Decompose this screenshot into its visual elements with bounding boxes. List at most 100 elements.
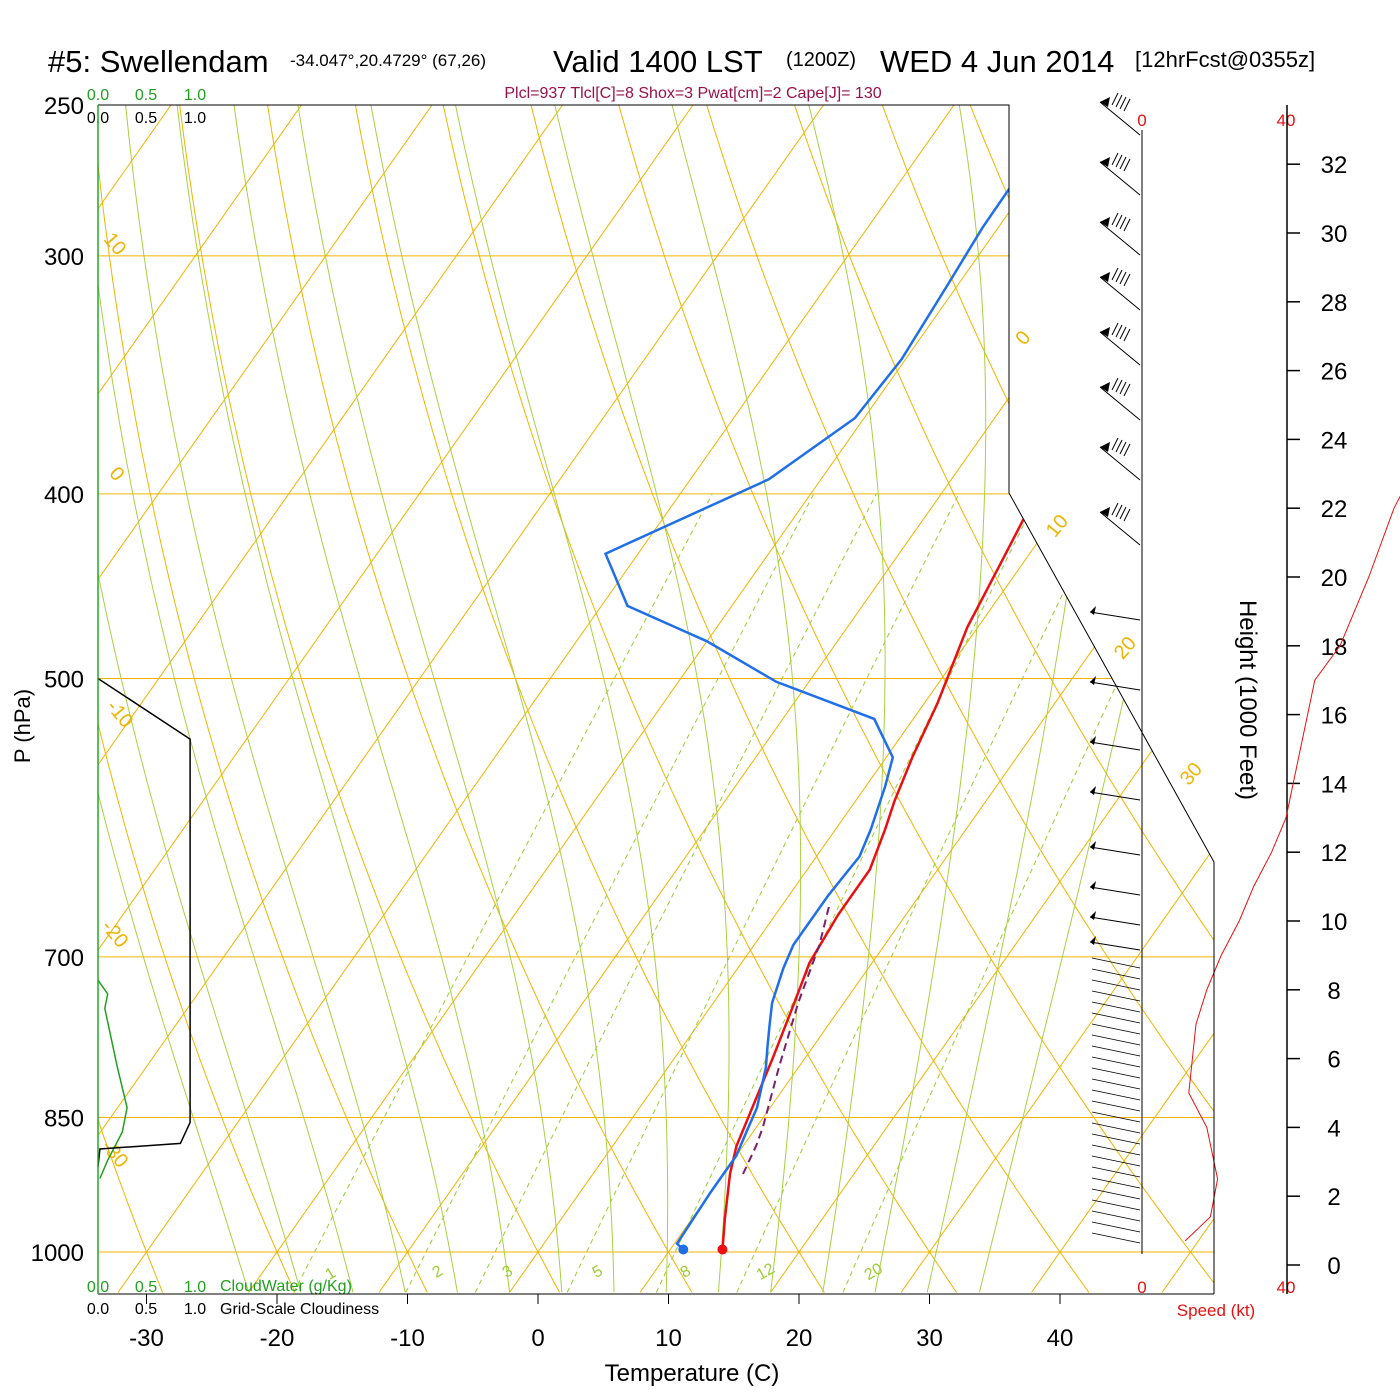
barb-feather (1119, 96, 1127, 110)
cloudiness-line (97, 677, 191, 1167)
temperature-tick-label: 10 (655, 1325, 682, 1352)
isotherm-line (98, 105, 587, 1293)
barb-flag (1100, 217, 1110, 227)
wind-barb-low (1091, 1023, 1141, 1035)
speed-axis-label: Speed (kt) (1177, 1301, 1255, 1320)
wind-barb (1089, 911, 1141, 926)
dry-adiabat (1130, 105, 1214, 1293)
barb-staff (1099, 511, 1141, 546)
wind-barb-low (1091, 1078, 1141, 1090)
height-tick-label: 26 (1321, 359, 1348, 386)
cloudwater-tick-top: 1.0 (184, 87, 206, 104)
wind-barb (1099, 437, 1141, 481)
speed-tick-bottom: 40 (1277, 1278, 1296, 1297)
barb-flag (1100, 507, 1110, 517)
pressure-tick-label: 300 (44, 244, 84, 271)
barb-feather (1123, 158, 1131, 172)
wind-barb (1089, 786, 1141, 801)
mixing-ratio-line (293, 493, 713, 1293)
barb-feather (1123, 273, 1131, 287)
isotherm-line (1031, 105, 1214, 1293)
height-tick-label: 8 (1327, 978, 1340, 1005)
valid-date: WED 4 Jun 2014 (880, 44, 1114, 79)
wind-barb-low (1091, 1133, 1141, 1145)
temperature-tick-label: 30 (916, 1325, 943, 1352)
dry-adiabat-label: 0 (105, 463, 129, 486)
temperature-tick-label: -20 (260, 1325, 295, 1352)
barb-staff (1099, 331, 1141, 366)
dry-adiabat (782, 105, 1214, 1293)
height-tick-label: 10 (1321, 909, 1348, 936)
isotherm-line (900, 105, 1214, 1293)
wind-barb (1099, 377, 1141, 421)
wind-barb (1099, 92, 1141, 136)
barb-feather (1119, 381, 1127, 395)
speed-tick-top: 40 (1277, 111, 1296, 130)
barb-staff (1099, 386, 1141, 421)
pressure-tick-label: 850 (44, 1106, 84, 1133)
barb-staff (1099, 446, 1141, 481)
dry-adiabat (956, 105, 1214, 1293)
mixing-ratio-line (405, 493, 815, 1293)
barb-staff (1089, 886, 1141, 896)
isotherm-line (509, 105, 1214, 1293)
pressure-tick-label: 400 (44, 482, 84, 509)
moist-adiabat (978, 105, 1214, 1293)
barb-feather (1115, 94, 1123, 108)
speed-tick-bottom: 0 (1137, 1278, 1146, 1297)
wind-barb-low (1091, 1100, 1141, 1112)
barb-flag (1090, 606, 1096, 615)
barb-feather (1111, 92, 1119, 106)
moist-adiabat (121, 105, 406, 1293)
wind-barb-low (1091, 990, 1141, 1002)
barb-feather (1115, 504, 1123, 518)
temperature-line (721, 142, 1214, 1250)
pressure-tick-label: 700 (44, 945, 84, 972)
barb-feather (1111, 437, 1119, 451)
wind-barb (1089, 881, 1141, 896)
moist-adiabat (448, 105, 669, 1293)
barb-feather (1115, 439, 1123, 453)
height-tick-label: 2 (1327, 1184, 1340, 1211)
dry-adiabat (98, 105, 296, 1293)
moist-adiabat (364, 105, 615, 1293)
isotherm-line (117, 105, 979, 1293)
barb-staff (1099, 221, 1141, 256)
moist-adiabat (229, 105, 511, 1293)
dry-adiabat (348, 105, 825, 1293)
barb-flag (1090, 881, 1096, 890)
wind-barb-low (1091, 1012, 1141, 1024)
cloudwater-tick-bottom: 0.5 (135, 1279, 157, 1296)
moist-adiabat (874, 105, 987, 1293)
barb-feather (1111, 212, 1119, 226)
dry-adiabat (696, 105, 1214, 1293)
wind-barb-low (1091, 1089, 1141, 1101)
wind-barb (1089, 606, 1141, 621)
cloudiness-tick-bottom: 0.5 (135, 1301, 157, 1318)
isotherm-line (639, 105, 1214, 1293)
dry-adiabat (175, 105, 561, 1293)
isotherm-line (98, 105, 848, 1293)
temperature-tick-label: -10 (390, 1325, 425, 1352)
parcel-line (742, 901, 832, 1175)
cloudiness-tick-bottom: 0.0 (87, 1301, 109, 1318)
dry-adiabat (262, 105, 693, 1293)
forecast-label: [12hrFcst@0355z] (1135, 47, 1315, 72)
y-axis-title: P (hPa) (10, 689, 35, 763)
barb-feather (1111, 502, 1119, 516)
barb-flag (1090, 736, 1096, 745)
mixing-ratio-line (474, 493, 877, 1293)
height-tick-label: 14 (1321, 771, 1348, 798)
dry-adiabat-label: 10 (99, 229, 130, 260)
isotherm-line (378, 105, 1214, 1293)
wind-barb (1089, 676, 1141, 691)
wind-barb (1089, 736, 1141, 751)
dry-adiabat-label: 20 (1110, 633, 1141, 664)
barb-staff (1089, 941, 1141, 951)
cloudwater-tick-top: 0.5 (135, 87, 157, 104)
x-axis-title: Temperature (C) (605, 1360, 780, 1387)
wind-barb-low (1091, 1034, 1141, 1046)
moist-adiabat (292, 105, 563, 1293)
height-tick-label: 4 (1327, 1115, 1340, 1142)
